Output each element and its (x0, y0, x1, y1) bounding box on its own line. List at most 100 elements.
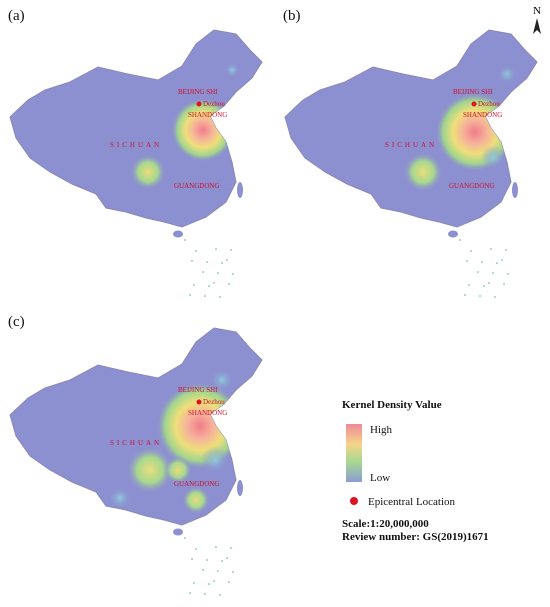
china-outline (9, 29, 263, 228)
island (213, 282, 215, 284)
density-blob (210, 368, 234, 392)
place-label: SHANDONG (463, 111, 502, 119)
panel-label: (c) (8, 314, 25, 330)
density-blob (481, 145, 505, 169)
island (501, 259, 503, 261)
island (189, 592, 191, 594)
island (204, 593, 206, 595)
island (490, 248, 492, 250)
island (191, 558, 193, 560)
taiwan (237, 182, 243, 198)
place-label: Dezhou (478, 100, 500, 108)
island (226, 259, 228, 261)
china-outline (284, 29, 538, 228)
map-panel: (c) BEIJING SHI Dezhou SHANDONG SICHUAN GUANG… (8, 314, 263, 596)
density-blob (126, 446, 174, 494)
taiwan (512, 182, 518, 198)
place-label: SHANDONG (188, 111, 227, 119)
density-blob (497, 64, 517, 84)
legend-low: Low (370, 472, 390, 484)
scale: Scale:1:20,000,000 (342, 518, 429, 530)
place-label: BEIJING SHI (453, 88, 493, 96)
place-label: Dezhou (203, 398, 225, 406)
hainan (173, 230, 183, 238)
island (503, 283, 505, 285)
hainan (173, 528, 183, 536)
map-panel: (a) BEIJING SHI Dezhou SHANDONG SICHUAN GUANG… (8, 8, 263, 298)
island (206, 559, 208, 561)
island (228, 581, 230, 583)
island (221, 262, 223, 264)
density-blob (164, 456, 192, 484)
island (483, 285, 485, 287)
legend-epicenter-dot (350, 497, 358, 505)
island (481, 261, 483, 263)
island (232, 273, 234, 275)
island (464, 294, 466, 296)
island (184, 537, 186, 539)
place-label: BEIJING SHI (178, 88, 218, 96)
place-label: Dezhou (203, 100, 225, 108)
island (230, 547, 232, 549)
island (496, 262, 498, 264)
island (219, 296, 221, 298)
density-blob (130, 154, 166, 190)
epicenter (196, 101, 202, 107)
island (215, 546, 217, 548)
place-label: GUANGDONG (449, 182, 495, 190)
review-number: Review number: GS(2019)1671 (342, 531, 489, 543)
island (228, 283, 230, 285)
island (213, 580, 215, 582)
island (193, 582, 195, 584)
island (206, 261, 208, 263)
hainan (448, 230, 458, 238)
south-sea-islands (184, 239, 234, 298)
island (479, 295, 481, 297)
density-layer (108, 368, 244, 514)
island (217, 570, 219, 572)
place-label: SICHUAN (110, 141, 162, 149)
island (494, 296, 496, 298)
island (195, 250, 197, 252)
density-blob (182, 486, 210, 514)
island (507, 273, 509, 275)
island (470, 250, 472, 252)
island (208, 583, 210, 585)
north-label: N (533, 5, 541, 17)
china-outline (9, 327, 263, 526)
epicenter (196, 399, 202, 405)
island (184, 239, 186, 241)
island (193, 284, 195, 286)
island (488, 282, 490, 284)
place-label: GUANGDONG (174, 182, 220, 190)
island (232, 571, 234, 573)
island (191, 260, 193, 262)
island (468, 284, 470, 286)
panel-label: (b) (283, 8, 301, 24)
legend-bar (346, 424, 362, 482)
south-sea-islands (184, 537, 234, 596)
island (195, 548, 197, 550)
island (219, 594, 221, 596)
density-blob (108, 486, 132, 510)
north-arrow: N (533, 5, 541, 34)
taiwan (237, 480, 243, 496)
island (477, 271, 479, 273)
island (189, 294, 191, 296)
island (202, 569, 204, 571)
island (459, 239, 461, 241)
legend-high: High (370, 424, 393, 436)
density-blob (201, 446, 229, 474)
island (230, 249, 232, 251)
epicenter (471, 101, 477, 107)
island (215, 248, 217, 250)
place-label: SICHUAN (110, 439, 162, 447)
arrow (533, 18, 541, 34)
map-panel: (b) BEIJING SHI Dezhou SHANDONG SICHUAN GUANG… (283, 8, 538, 298)
island (492, 272, 494, 274)
place-label: BEIJING SHI (178, 386, 218, 394)
panel-label: (a) (8, 8, 25, 24)
place-label: GUANGDONG (174, 480, 220, 488)
island (217, 272, 219, 274)
